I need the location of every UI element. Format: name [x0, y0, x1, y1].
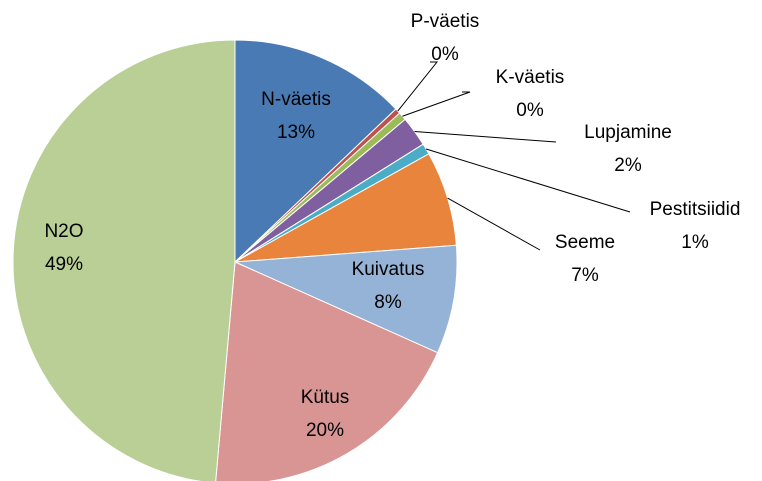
slice-label: Kütus: [301, 387, 350, 408]
leader-line: [425, 148, 631, 213]
slice-value-label: 2%: [614, 155, 642, 176]
slice-label: K-väetis: [496, 67, 565, 88]
slice-label: Kuivatus: [352, 259, 425, 280]
leader-line: [402, 91, 471, 117]
slice-value-label: 0%: [431, 44, 459, 65]
slice-value-label: 13%: [277, 122, 315, 143]
leader-line: [414, 131, 557, 143]
slice-label: Seeme: [555, 232, 615, 253]
slice-label: N2O: [44, 221, 83, 242]
slice-label: P-väetis: [411, 11, 480, 32]
slice-label: N-väetis: [261, 89, 331, 110]
slice-value-label: 8%: [374, 292, 402, 313]
slice-value-label: 0%: [516, 100, 544, 121]
slice-value-label: 20%: [306, 420, 344, 441]
slice-value-label: 49%: [45, 254, 83, 275]
slice-label: Pestitsiidid: [650, 199, 741, 220]
leader-line: [447, 197, 541, 251]
pie-slice: [234, 244, 458, 354]
leader-line: [397, 61, 439, 112]
slice-value-label: 7%: [571, 265, 599, 286]
slice-value-label: 1%: [681, 232, 709, 253]
pie-slice: [215, 261, 439, 481]
pie-slice: [234, 39, 397, 264]
pie-slice: [12, 39, 236, 481]
slice-label: Lupjamine: [584, 122, 672, 143]
